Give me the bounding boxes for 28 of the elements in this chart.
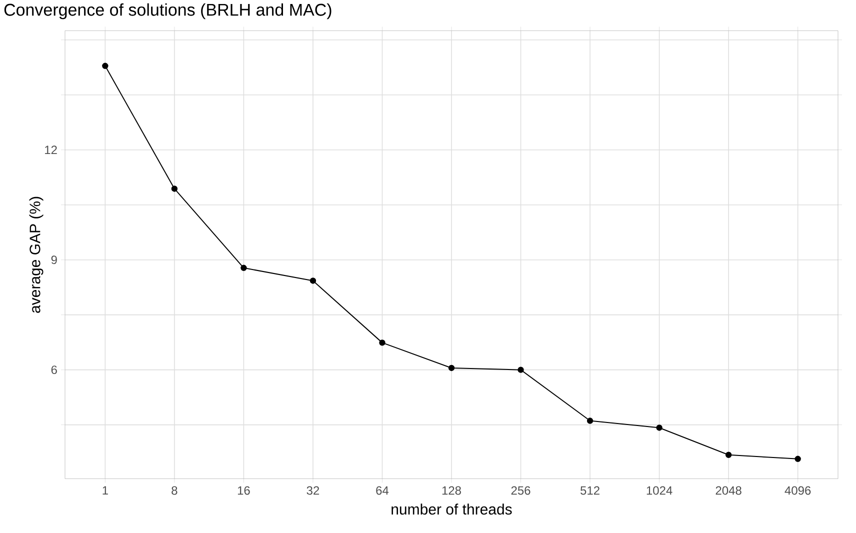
y-tick-label: 9 bbox=[51, 256, 57, 264]
point bbox=[448, 365, 455, 372]
point bbox=[656, 424, 662, 431]
y-tick-label: 6 bbox=[51, 366, 57, 374]
x-tick-label: 2048 bbox=[716, 486, 742, 495]
point bbox=[586, 418, 594, 424]
point bbox=[171, 186, 178, 192]
point bbox=[102, 62, 108, 70]
chart-title: Convergence of solutions (BRLH and MAC) bbox=[4, 3, 332, 20]
x-axis-title: number of threads bbox=[392, 504, 512, 515]
x-tick-label: 16 bbox=[238, 486, 250, 495]
x-tick-label: 256 bbox=[511, 486, 530, 495]
x-tick-label: 32 bbox=[306, 486, 320, 495]
x-tick-label: 1 bbox=[102, 486, 108, 495]
x-tick-label: 1024 bbox=[646, 486, 672, 495]
x-tick-label: 4096 bbox=[784, 486, 811, 495]
point bbox=[310, 278, 316, 284]
y-axis-title: average GAP (%) bbox=[29, 197, 44, 313]
x-tick-label: 64 bbox=[376, 486, 389, 495]
x-tick-label: 512 bbox=[580, 486, 600, 495]
x-tick-label: 8 bbox=[172, 486, 178, 495]
y-tick-label: 12 bbox=[45, 146, 57, 154]
x-tick-label: 128 bbox=[442, 486, 461, 495]
point bbox=[240, 264, 247, 272]
point bbox=[518, 366, 524, 374]
point bbox=[379, 340, 386, 346]
point bbox=[794, 456, 801, 462]
point bbox=[725, 452, 732, 458]
